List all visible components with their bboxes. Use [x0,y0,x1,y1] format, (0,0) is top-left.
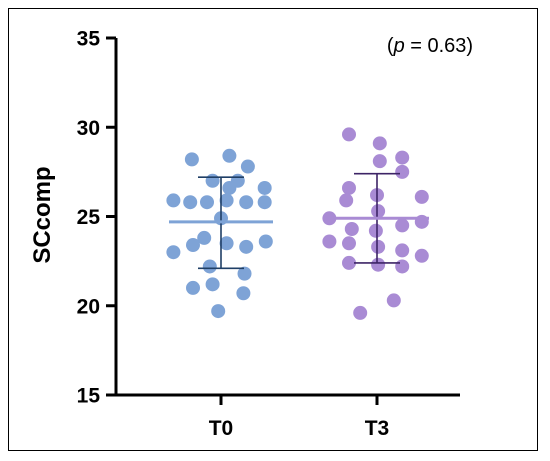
data-point [186,280,200,295]
series-t3 [322,127,429,320]
figure-frame [8,8,538,451]
data-point [205,277,220,292]
data-point [371,239,386,254]
annot-suffix: = 0.63) [405,35,473,57]
data-point [342,236,356,251]
data-point [240,159,255,174]
data-point [166,193,181,208]
y-tick-label: 20 [77,295,100,318]
data-point [222,148,237,163]
data-point [414,248,429,263]
annot-prefix: ( [387,35,394,57]
data-point [342,180,356,195]
data-point [239,239,254,254]
data-point [211,304,226,319]
data-point [219,193,234,208]
data-point [186,238,200,253]
data-point [205,173,220,188]
data-point [342,255,356,270]
y-tick-label: 15 [77,385,101,408]
data-point [184,152,199,167]
data-point [197,230,212,245]
data-point [339,193,354,208]
chart-marks [166,127,429,320]
data-point [257,195,272,210]
y-tick-label: 30 [77,117,100,140]
data-point [353,305,368,320]
data-point [395,243,410,258]
series-t0 [166,148,273,319]
data-point [372,136,387,151]
data-point [395,218,410,233]
data-point [236,286,251,301]
data-point [395,259,410,274]
axes: 15 20 25 30 35 T0 T3 [77,28,460,440]
data-point [414,189,429,204]
data-point [368,223,383,238]
data-point [257,180,272,195]
data-point [237,266,252,281]
data-point [258,234,273,249]
data-point [200,195,214,210]
data-point [395,150,410,165]
data-point [222,180,237,195]
annot-var: p [393,35,405,57]
data-point [322,234,337,249]
data-point [202,259,217,274]
data-point [344,221,359,236]
x-tick-label: T3 [365,417,390,440]
data-point [219,236,234,251]
data-point [239,195,254,210]
data-point [342,127,356,142]
y-tick-label: 25 [77,206,101,229]
x-tick-label: T0 [209,417,234,440]
data-point [372,154,387,169]
data-point [166,245,181,260]
data-point [371,257,386,272]
y-tick-label: 35 [77,28,101,51]
p-value-annotation: (p = 0.63) [387,35,473,57]
y-axis-label: SCcomp [29,166,56,263]
data-point [386,293,401,308]
data-point [395,164,410,179]
data-point [371,204,386,219]
data-point [183,195,198,210]
